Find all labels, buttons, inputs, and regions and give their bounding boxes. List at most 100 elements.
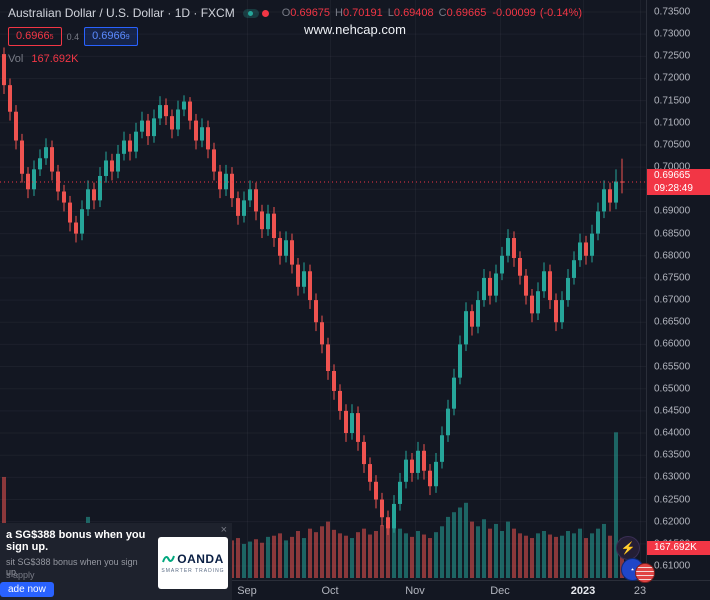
candle-body	[248, 189, 252, 201]
candle-body	[2, 54, 6, 86]
candle-body	[356, 413, 360, 442]
candle-body	[572, 260, 576, 278]
change-value: -0.00099	[492, 7, 536, 19]
candle-body	[458, 344, 462, 378]
candle-body	[500, 255, 504, 274]
candle-body	[506, 238, 510, 256]
time-axis-label[interactable]: Sep	[237, 585, 257, 597]
high-value: 0.70191	[343, 7, 383, 19]
candle-body	[542, 271, 546, 292]
candle-body	[56, 171, 60, 192]
candle-body	[278, 238, 282, 256]
candle-body	[518, 257, 522, 276]
price-tick: 0.67500	[654, 272, 691, 284]
candle-body	[404, 459, 408, 482]
quick-trade-button[interactable]: ⚡	[616, 536, 640, 560]
price-tick: 0.66000	[654, 338, 691, 350]
candle-body	[566, 277, 570, 301]
candle-body	[422, 450, 426, 471]
oanda-logo-card[interactable]: OANDA SMARTER TRADING	[158, 537, 228, 589]
symbol-title[interactable]: Australian Dollar / U.S. Dollar · 1D · F…	[8, 6, 235, 20]
volume-value: 167.692K	[31, 53, 79, 65]
candle-body	[470, 311, 474, 327]
time-axis-label[interactable]: Nov	[405, 585, 425, 597]
candle-body	[368, 464, 372, 482]
candle-body	[494, 273, 498, 296]
change-percent: (-0.14%)	[539, 7, 582, 19]
price-tick: 0.63000	[654, 471, 691, 483]
candle-body	[188, 101, 192, 121]
candle-body	[464, 311, 468, 345]
candle-body	[44, 147, 48, 159]
candle-body	[602, 189, 606, 212]
candle-body	[296, 264, 300, 287]
ad-terms: s apply	[6, 570, 35, 580]
candle-body	[332, 370, 336, 391]
candle-body	[14, 111, 18, 141]
candle-body	[302, 271, 306, 287]
candle-body	[266, 213, 270, 230]
candle-body	[386, 517, 390, 529]
candle-body	[272, 213, 276, 239]
price-tick: 0.73500	[654, 6, 691, 18]
candle-body	[338, 390, 342, 411]
price-tick: 0.65000	[654, 383, 691, 395]
volume-label[interactable]: Vol	[8, 53, 24, 65]
candle-body	[62, 191, 66, 203]
bar-countdown: 09:28:49	[654, 182, 693, 194]
candle-body	[554, 300, 558, 323]
candle-body	[488, 277, 492, 296]
time-axis-label[interactable]: Oct	[321, 585, 339, 597]
candle-body	[86, 189, 90, 210]
candle-body	[92, 189, 96, 201]
candle-body	[344, 410, 348, 434]
candle-body	[326, 344, 330, 371]
close-label: C	[438, 7, 447, 19]
candle-body	[428, 470, 432, 487]
record-dot-icon[interactable]	[261, 9, 269, 17]
candle-body	[362, 441, 366, 465]
current-volume-label: 167.692K	[647, 541, 710, 555]
candle-body	[8, 85, 12, 112]
candle-body	[482, 277, 486, 301]
price-tick: 0.66500	[654, 316, 691, 328]
time-axis-label[interactable]: 2023	[570, 585, 596, 597]
candle-body	[560, 300, 564, 323]
candle-body	[98, 175, 102, 201]
open-label: O	[281, 7, 291, 19]
candle-body	[440, 435, 444, 462]
price-tick: 0.71500	[654, 95, 691, 107]
time-axis-label[interactable]: 23	[633, 585, 647, 597]
candle-body	[446, 408, 450, 436]
candle-body	[452, 377, 456, 409]
candle-body	[290, 240, 294, 265]
candlestick-series	[2, 47, 624, 535]
ad-banner[interactable]: × a SG$388 bonus when you sign up. sit S…	[0, 523, 232, 600]
candle-body	[74, 222, 78, 234]
price-tick: 0.73000	[654, 28, 691, 40]
price-tick: 0.67000	[654, 294, 691, 306]
high-label: H	[335, 7, 343, 19]
close-icon[interactable]: ×	[220, 524, 227, 536]
sell-button[interactable]: 0.6966 5	[8, 27, 62, 46]
price-chart-canvas[interactable]	[0, 0, 646, 580]
candle-body	[614, 181, 618, 203]
candle-body	[176, 109, 180, 130]
buy-button[interactable]: 0.6966 9	[84, 27, 138, 46]
price-tick: 0.68500	[654, 228, 691, 240]
candle-body	[260, 211, 264, 230]
price-scale[interactable]: 0.73500 0.73000 0.72500 0.72000 0.71500 0.710…	[646, 0, 710, 580]
candle-body	[230, 173, 234, 199]
price-tick: 0.71000	[654, 117, 691, 129]
candle-body	[416, 450, 420, 473]
time-axis-label[interactable]: Dec	[490, 585, 510, 597]
candle-body	[620, 181, 624, 183]
price-tick: 0.65500	[654, 361, 691, 373]
trade-now-button[interactable]: ade now	[0, 582, 54, 597]
candle-body	[236, 198, 240, 216]
market-status-icon[interactable]	[242, 8, 259, 18]
candle-body	[158, 105, 162, 119]
candle-body	[350, 413, 354, 434]
ad-headline: a SG$388 bonus when you sign up.	[6, 529, 146, 553]
